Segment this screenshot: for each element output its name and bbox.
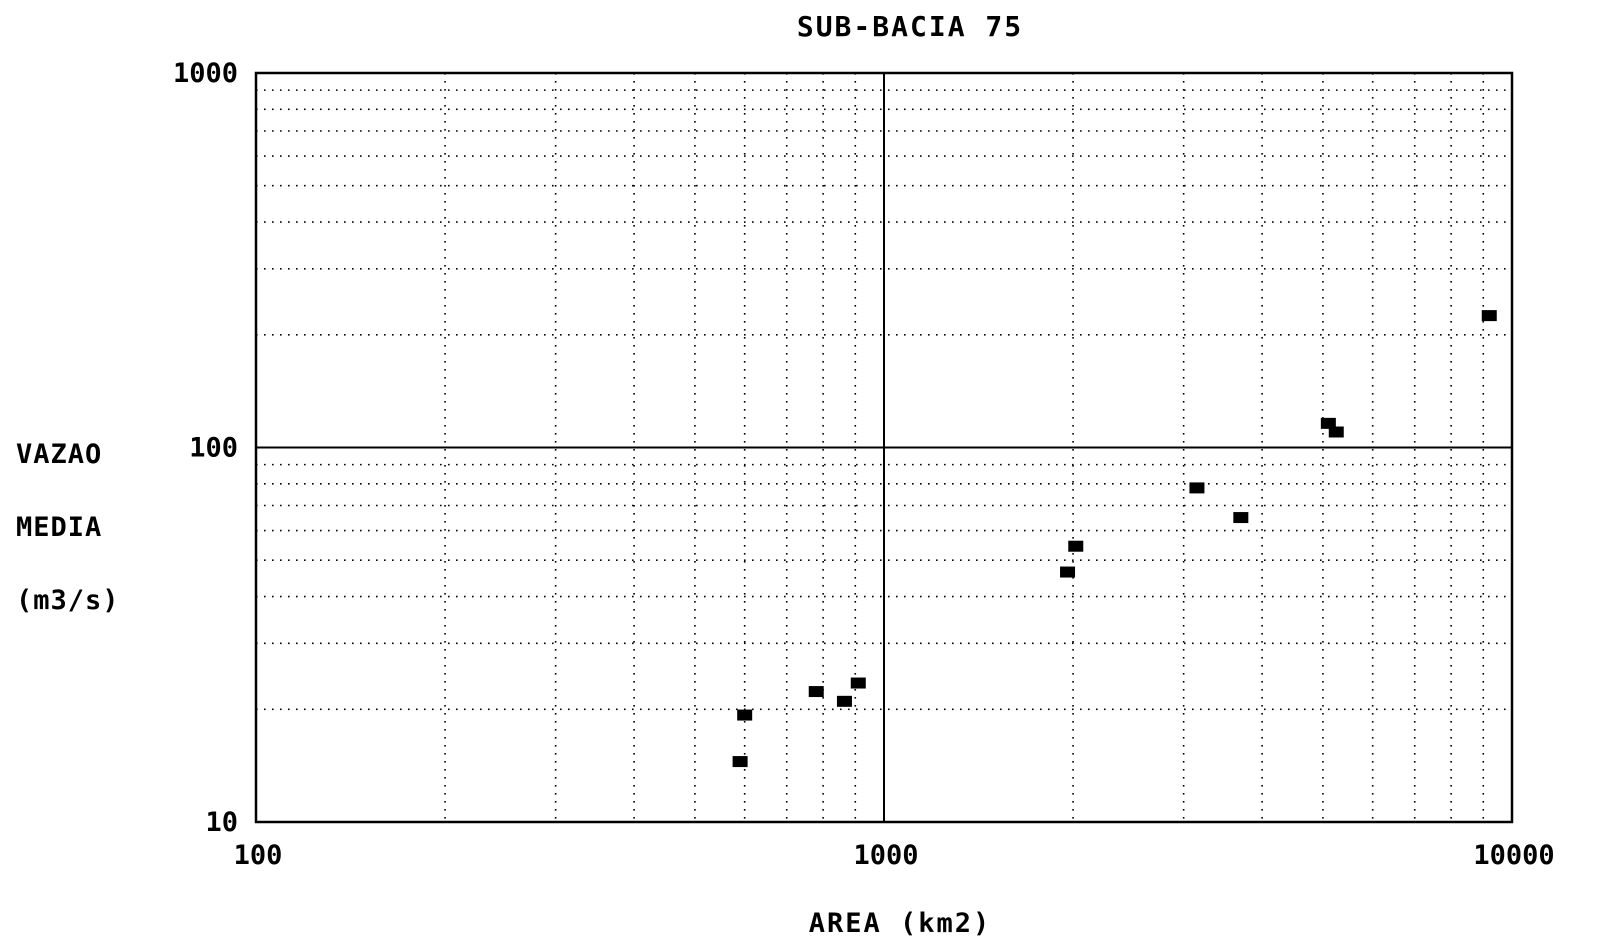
y-tick-label: 10 xyxy=(205,807,238,838)
x-tick-label: 1000 xyxy=(853,840,918,871)
data-point xyxy=(850,677,866,689)
y-axis-label-line-2: MEDIA xyxy=(16,512,102,543)
data-point xyxy=(1068,540,1084,552)
data-point xyxy=(737,709,753,721)
plot-border xyxy=(254,71,1514,824)
y-axis-label-line-3: (m3/s) xyxy=(16,585,120,616)
plot-frame xyxy=(254,71,1514,824)
x-axis-label: AREA (km2) xyxy=(809,908,992,939)
data-point xyxy=(732,756,748,768)
data-point xyxy=(1320,417,1336,429)
data-point xyxy=(1481,310,1497,322)
data-point xyxy=(1189,482,1205,494)
y-tick-label: 1000 xyxy=(173,58,238,89)
data-point xyxy=(1060,566,1076,578)
data-points xyxy=(732,310,1497,768)
data-point xyxy=(1328,426,1344,438)
y-axis-label-line-1: VAZAO xyxy=(16,439,102,470)
y-tick-labels: 10 100 1000 xyxy=(173,58,238,838)
data-point xyxy=(836,695,852,707)
chart-title: SUB-BACIA 75 xyxy=(797,10,1023,43)
x-tick-labels: 100 1000 10000 xyxy=(234,840,1555,871)
y-tick-label: 100 xyxy=(189,433,238,464)
grid-lines xyxy=(256,73,1512,822)
data-point xyxy=(1233,512,1249,524)
data-point xyxy=(808,686,824,698)
x-tick-label: 10000 xyxy=(1473,840,1554,871)
x-tick-label: 100 xyxy=(234,840,283,871)
